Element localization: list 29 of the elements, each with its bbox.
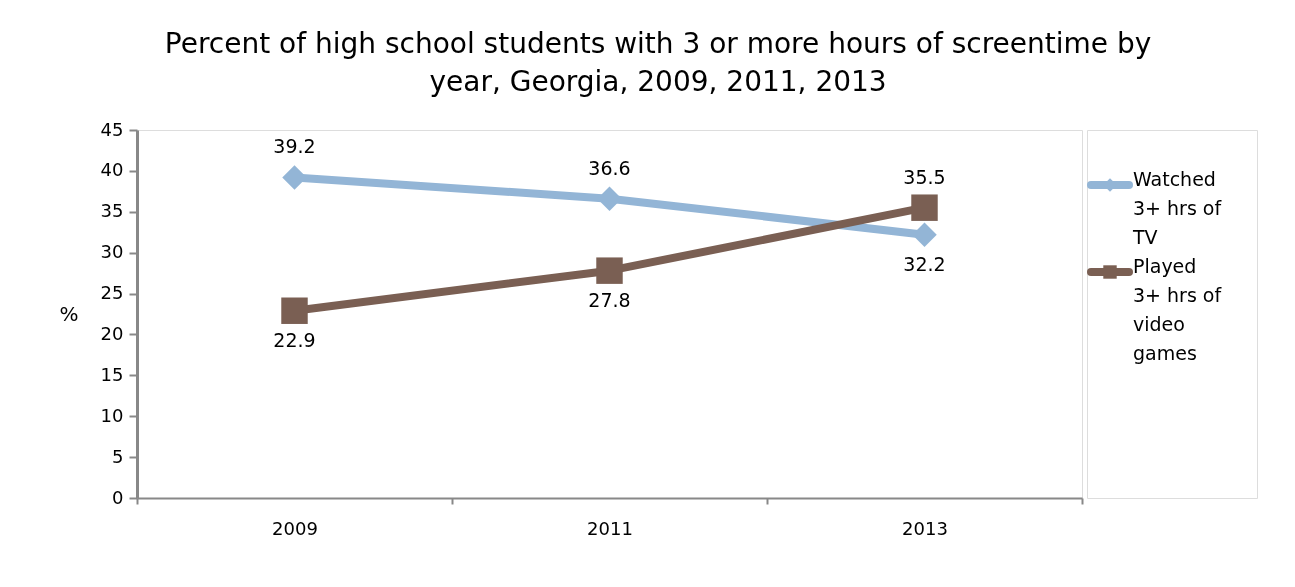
data-label: 39.2: [273, 135, 316, 158]
y-tick-label: 0: [112, 486, 124, 508]
point: [912, 222, 937, 247]
legend-label: Watched 3+ hrs of TV: [1132, 168, 1223, 248]
y-tick-label: 35: [100, 200, 124, 222]
y-tick-label: 15: [100, 363, 124, 385]
y-tick-label: 30: [100, 241, 124, 263]
data-label: 36.6: [588, 156, 631, 179]
y-tick-label: 45: [100, 118, 124, 140]
y-axis-title: %: [59, 301, 79, 326]
data-label: 35.5: [903, 165, 946, 188]
legend-label: Played 3+ hrs of video games: [1133, 255, 1223, 364]
y-tick-label: 5: [112, 445, 124, 467]
x-tick-label: 2013: [902, 517, 948, 539]
point: [597, 186, 622, 211]
chart-title: Percent of high school students with 3 or more hours of screentime by year, Georgia, 2009, 2011, 2013: [164, 26, 1152, 98]
x-tick-label: 2009: [272, 517, 318, 539]
point: [596, 257, 623, 284]
y-tick-label: 20: [100, 322, 124, 344]
data-label: 32.2: [903, 252, 946, 275]
x-tick-label: 2011: [587, 517, 633, 539]
y-tick-label: 10: [100, 404, 124, 426]
data-label: 27.8: [588, 288, 631, 311]
point: [282, 165, 307, 190]
point: [281, 297, 308, 324]
data-label: 22.9: [273, 328, 316, 351]
point: [911, 194, 938, 221]
y-tick-label: 25: [100, 282, 124, 304]
y-tick-label: 40: [100, 159, 124, 181]
